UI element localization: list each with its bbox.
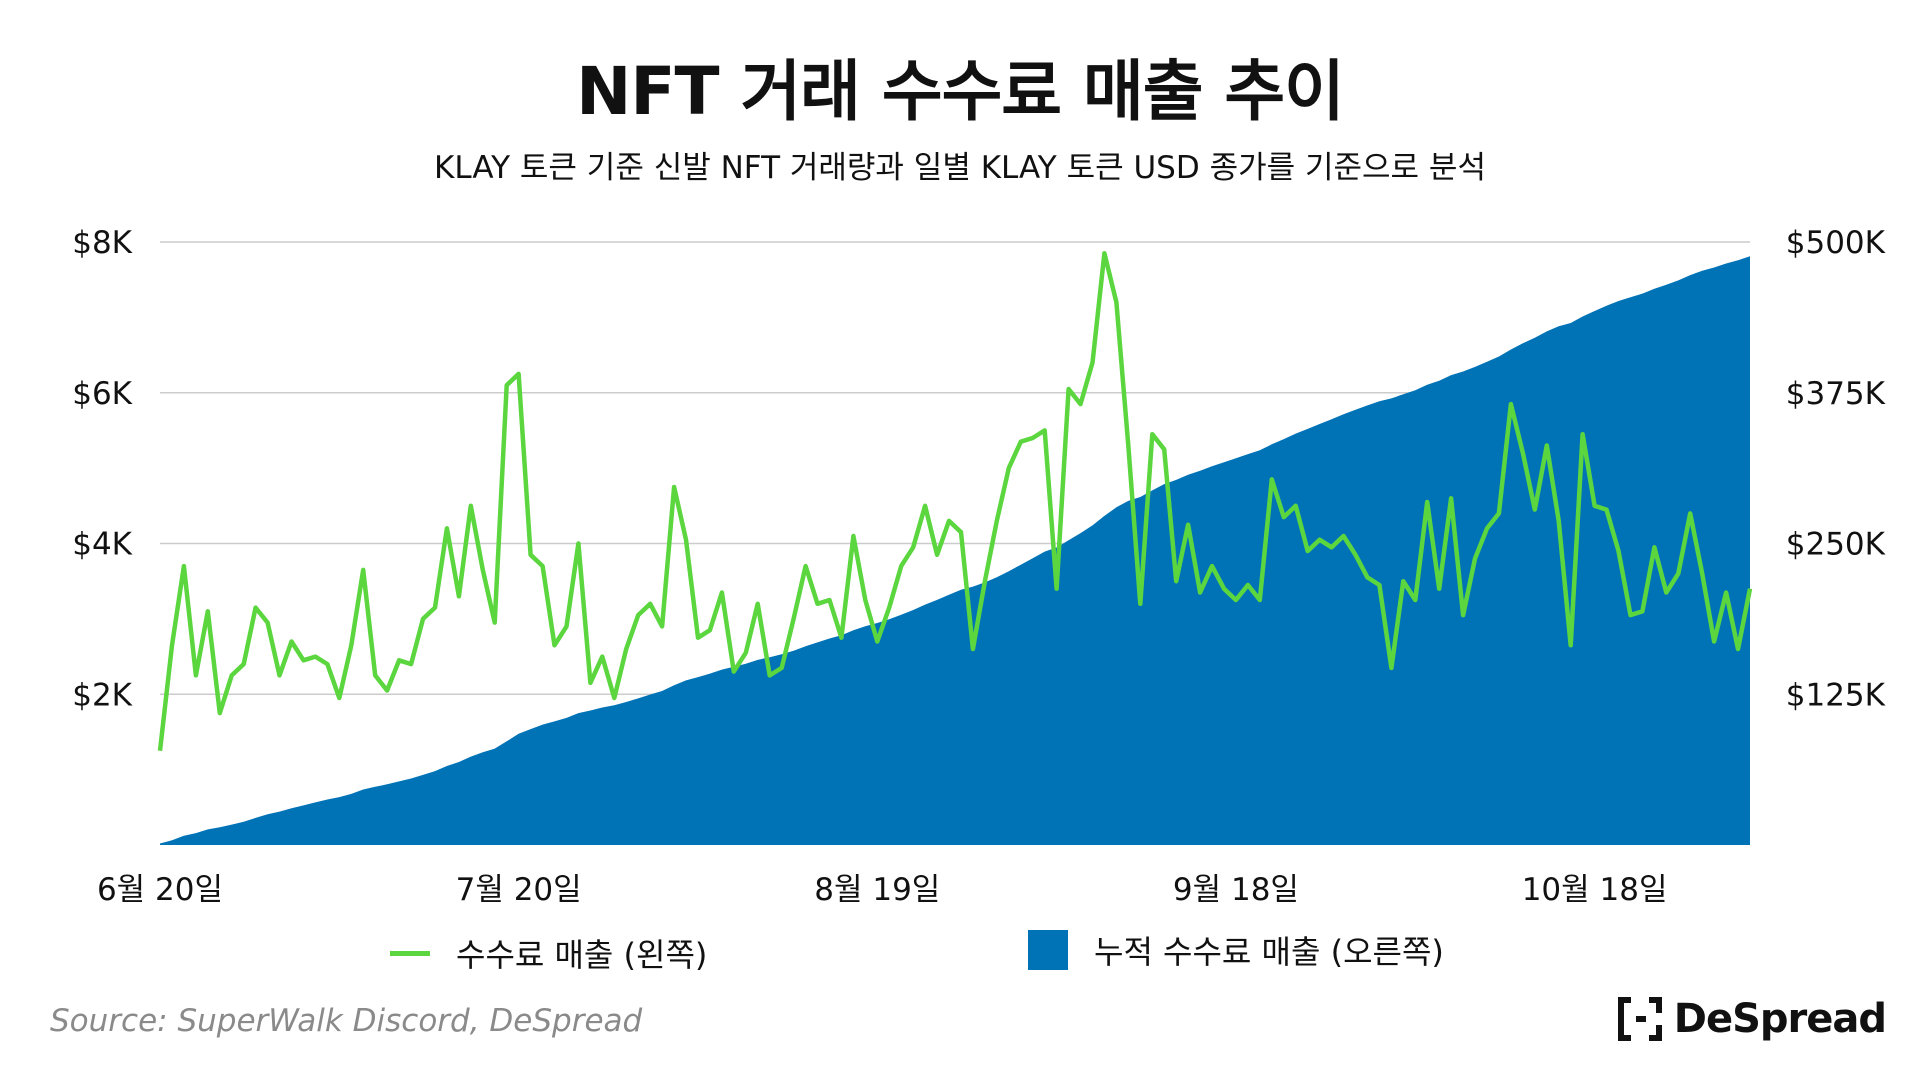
chart-title: NFT 거래 수수료 매출 추이 bbox=[576, 53, 1345, 130]
y-right-tick-label: $375K bbox=[1786, 376, 1886, 412]
legend-item-fee: 수수료 매출 (왼쪽) bbox=[390, 930, 707, 976]
cumulative-area-series bbox=[160, 256, 1750, 845]
chart-subtitle: KLAY 토큰 기준 신발 NFT 거래량과 일별 KLAY 토큰 USD 종가… bbox=[434, 150, 1486, 186]
y-right-tick-label: $500K bbox=[1786, 225, 1886, 261]
y-left-tick-label: $8K bbox=[72, 225, 132, 261]
source-note: Source: SuperWalk Discord, DeSpread bbox=[50, 1003, 643, 1039]
legend-item-cumulative: 누적 수수료 매출 (오른쪽) bbox=[1028, 927, 1444, 973]
x-tick-label: 7월 20일 bbox=[456, 872, 582, 908]
x-tick-label: 10월 18일 bbox=[1522, 872, 1668, 908]
y-right-tick-label: $250K bbox=[1786, 527, 1886, 563]
legend-swatch-area bbox=[1028, 930, 1068, 970]
fee-line bbox=[157, 251, 1753, 752]
y-left-tick-label: $4K bbox=[72, 527, 132, 563]
y-right-tick-label: $125K bbox=[1786, 677, 1886, 713]
x-tick-label: 9월 18일 bbox=[1173, 872, 1299, 908]
y-left-tick-label: $6K bbox=[72, 376, 132, 412]
axis-labels: $2K $4K $6K $8K $125K $250K $375K $500K 6월 20일 7월… bbox=[72, 225, 1885, 908]
x-tick-label: 6월 20일 bbox=[97, 872, 223, 908]
legend-label-fee: 수수료 매출 (왼쪽) bbox=[456, 936, 708, 974]
y-left-tick-label: $2K bbox=[72, 677, 132, 713]
fee-line-series bbox=[157, 251, 1753, 752]
brand-name: DeSpread bbox=[1673, 996, 1887, 1042]
legend-label-cumulative: 누적 수수료 매출 (오른쪽) bbox=[1094, 933, 1444, 971]
legend-swatch-line bbox=[390, 950, 430, 956]
despread-logo-icon bbox=[1617, 997, 1662, 1041]
cumulative-area bbox=[160, 256, 1750, 845]
x-tick-label: 8월 19일 bbox=[814, 872, 940, 908]
brand-logo: DeSpread bbox=[1617, 996, 1887, 1042]
